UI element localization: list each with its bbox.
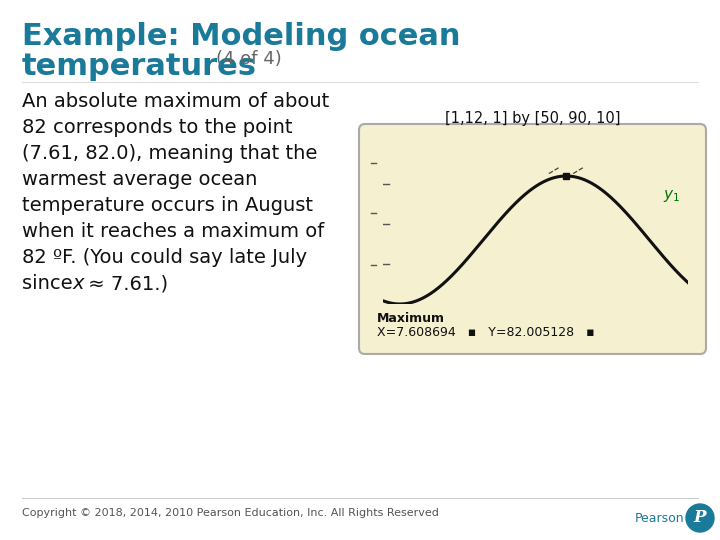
- Text: 82 corresponds to the point: 82 corresponds to the point: [22, 118, 292, 137]
- Text: (4 of 4): (4 of 4): [216, 50, 282, 68]
- Text: Example: Modeling ocean: Example: Modeling ocean: [22, 22, 461, 51]
- Text: (7.61, 82.0), meaning that the: (7.61, 82.0), meaning that the: [22, 144, 318, 163]
- Text: when it reaches a maximum of: when it reaches a maximum of: [22, 222, 324, 241]
- Text: An absolute maximum of about: An absolute maximum of about: [22, 92, 329, 111]
- FancyBboxPatch shape: [359, 124, 706, 354]
- Text: warmest average ocean: warmest average ocean: [22, 170, 257, 189]
- Text: since: since: [22, 274, 79, 293]
- Text: ≈ 7.61.): ≈ 7.61.): [82, 274, 168, 293]
- Text: Pearson: Pearson: [634, 511, 684, 524]
- Text: P: P: [694, 510, 706, 526]
- Text: temperature occurs in August: temperature occurs in August: [22, 196, 313, 215]
- Text: X=7.608694   ▪   Y=82.005128   ▪: X=7.608694 ▪ Y=82.005128 ▪: [377, 326, 595, 339]
- Text: [1,12, 1] by [50, 90, 10]: [1,12, 1] by [50, 90, 10]: [445, 111, 620, 126]
- FancyBboxPatch shape: [362, 306, 703, 351]
- Text: temperatures: temperatures: [22, 52, 257, 81]
- Text: x: x: [73, 274, 84, 293]
- Text: Maximum: Maximum: [377, 312, 445, 325]
- Circle shape: [686, 504, 714, 532]
- Text: 82 ºF. (You could say late July: 82 ºF. (You could say late July: [22, 248, 307, 267]
- Text: Copyright © 2018, 2014, 2010 Pearson Education, Inc. All Rights Reserved: Copyright © 2018, 2014, 2010 Pearson Edu…: [22, 508, 439, 518]
- Text: $y_1$: $y_1$: [662, 188, 680, 204]
